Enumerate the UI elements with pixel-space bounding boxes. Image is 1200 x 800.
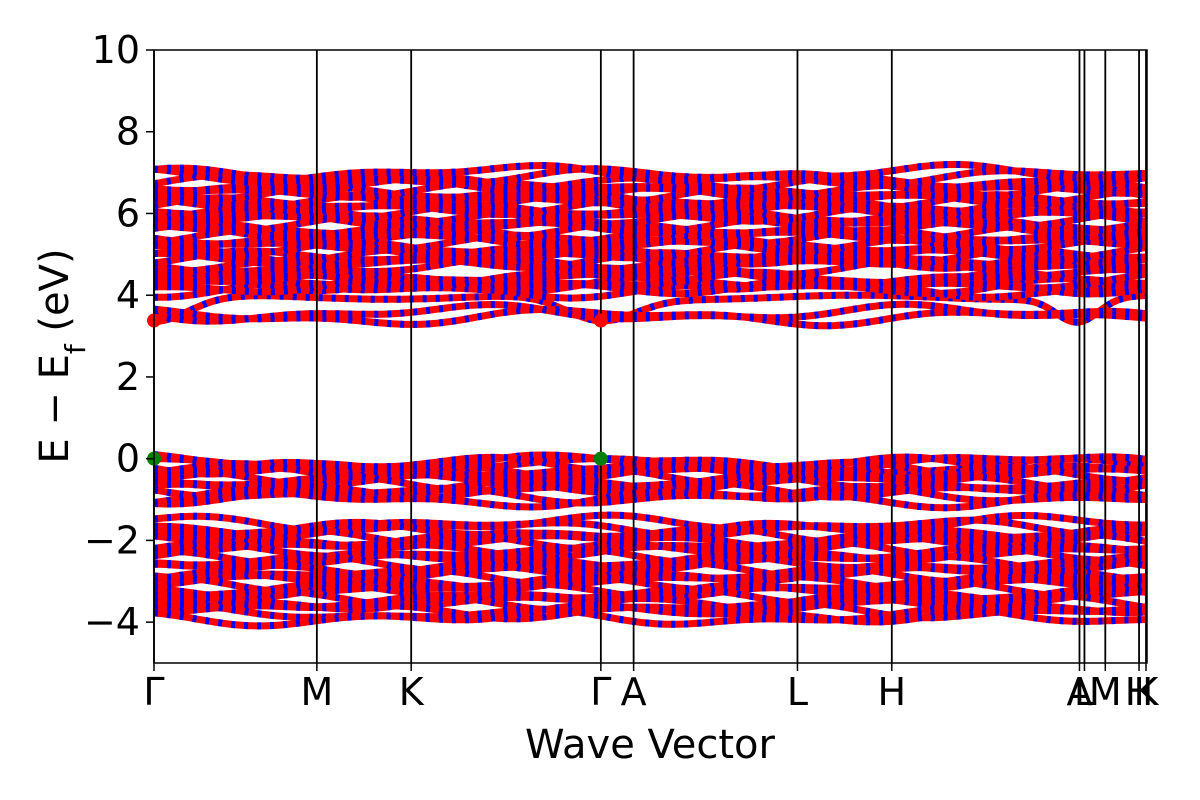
x-axis-ticks: Γ M K Γ A L H ALM HK [143,663,1160,714]
y-axis-title-main: E − E [32,354,78,464]
y-tick-label: −2 [84,518,140,562]
x-tick-label: H [878,670,907,714]
band-line [154,266,1147,291]
band-edge-markers [147,313,608,466]
y-axis-title-sub: f [59,343,92,354]
band-line [154,543,1147,569]
band-line [154,300,1147,325]
y-tick-label: −4 [84,600,140,644]
y-tick-label: 10 [92,28,140,72]
x-tick-label: K [1134,670,1160,714]
band-edge-marker [593,313,608,328]
x-tick-label: M [300,670,333,714]
x-tick-label: Γ [143,670,164,714]
y-tick-label: 6 [116,191,140,235]
y-axis-title-unit: (eV) [32,248,78,344]
x-tick-label: L [787,670,808,714]
x-axis-title: Wave Vector [525,722,776,768]
band-line [154,486,1147,512]
y-axis-title: E − Ef (eV) [32,248,92,463]
band-line [154,604,1147,630]
y-tick-label: 0 [116,437,140,481]
band-edge-marker [593,451,608,466]
band-line [154,164,1147,189]
y-tick-label: 2 [116,355,140,399]
plot-frame [153,49,1148,664]
x-tick-label: L [1074,670,1095,714]
band-line-dash [154,291,1147,326]
kpoint-lines [153,50,1147,663]
band-line [154,482,1147,508]
y-tick-label: 4 [116,273,140,317]
band-line [154,161,1147,186]
y-tick-label: 8 [116,110,140,154]
x-tick-label: M [1089,670,1122,714]
x-tick-label: A [1066,670,1092,714]
x-tick-label: K [399,670,425,714]
x-tick-label: A [621,670,647,714]
x-tick-label: Γ [590,670,611,714]
bands-layer [154,161,1147,630]
x-tick-label: H [1125,670,1154,714]
y-axis-ticks: −4 −2 0 2 4 6 8 10 [84,28,154,644]
